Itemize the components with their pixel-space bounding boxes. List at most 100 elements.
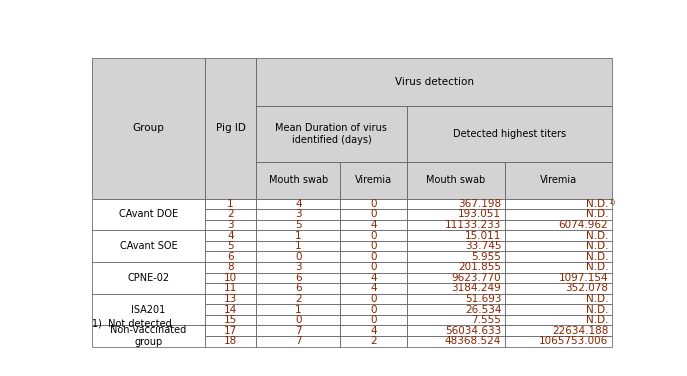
Bar xyxy=(340,304,407,315)
Text: Pig ID: Pig ID xyxy=(216,123,245,133)
Text: Viremia: Viremia xyxy=(540,176,577,185)
Text: 5: 5 xyxy=(227,241,234,251)
Bar xyxy=(505,304,612,315)
Bar xyxy=(407,336,505,347)
Bar xyxy=(505,262,612,273)
Bar xyxy=(205,283,256,294)
Text: 1): 1) xyxy=(609,199,616,205)
Bar xyxy=(205,273,256,283)
Text: 6074.962: 6074.962 xyxy=(559,220,608,230)
Text: N.D.: N.D. xyxy=(586,199,608,209)
Text: 0: 0 xyxy=(370,199,376,209)
Bar xyxy=(340,336,407,347)
Bar xyxy=(407,304,505,315)
Bar xyxy=(340,262,407,273)
Bar xyxy=(256,58,612,106)
Text: 5.955: 5.955 xyxy=(471,252,502,262)
Text: Viremia: Viremia xyxy=(355,176,392,185)
Bar xyxy=(205,325,256,336)
Text: 15.011: 15.011 xyxy=(465,230,502,241)
Text: 201.855: 201.855 xyxy=(458,262,502,272)
Text: 193.051: 193.051 xyxy=(458,209,502,220)
Text: 4: 4 xyxy=(295,199,302,209)
Text: 7: 7 xyxy=(295,326,302,336)
Bar xyxy=(340,209,407,220)
Bar xyxy=(407,241,505,252)
Bar xyxy=(256,315,340,325)
Text: N.D.: N.D. xyxy=(586,294,608,304)
Bar xyxy=(505,209,612,220)
Bar xyxy=(92,199,205,230)
Text: 33.745: 33.745 xyxy=(465,241,502,251)
Text: 17: 17 xyxy=(224,326,237,336)
Text: 0: 0 xyxy=(295,252,302,262)
Text: 0: 0 xyxy=(370,315,376,325)
Text: N.D.: N.D. xyxy=(586,305,608,315)
Bar xyxy=(505,230,612,241)
Text: 1)  Not detected: 1) Not detected xyxy=(92,319,172,329)
Text: 0: 0 xyxy=(370,294,376,304)
Text: N.D.: N.D. xyxy=(586,230,608,241)
Bar xyxy=(505,294,612,304)
Text: 2: 2 xyxy=(295,294,302,304)
Text: CAvant SOE: CAvant SOE xyxy=(120,241,177,251)
Text: 22634.188: 22634.188 xyxy=(552,326,608,336)
Bar xyxy=(256,162,340,199)
Text: 1: 1 xyxy=(295,241,302,251)
Bar xyxy=(505,199,612,209)
Text: 0: 0 xyxy=(370,252,376,262)
Text: 4: 4 xyxy=(227,230,234,241)
Text: N.D.: N.D. xyxy=(586,209,608,220)
Bar xyxy=(205,220,256,230)
Bar xyxy=(205,209,256,220)
Text: 48368.524: 48368.524 xyxy=(445,336,502,346)
Bar xyxy=(92,230,205,262)
Text: 0: 0 xyxy=(370,262,376,272)
Bar xyxy=(340,283,407,294)
Bar xyxy=(205,199,256,209)
Bar xyxy=(505,283,612,294)
Bar xyxy=(340,273,407,283)
Bar xyxy=(505,336,612,347)
Text: 11: 11 xyxy=(224,284,237,293)
Text: N.D.: N.D. xyxy=(586,252,608,262)
Bar xyxy=(407,220,505,230)
Bar xyxy=(407,325,505,336)
Text: 1: 1 xyxy=(227,199,234,209)
Text: Mouth swab: Mouth swab xyxy=(426,176,486,185)
Bar xyxy=(256,283,340,294)
Text: 3: 3 xyxy=(295,262,302,272)
Text: 0: 0 xyxy=(370,230,376,241)
Bar xyxy=(505,162,612,199)
Bar xyxy=(340,294,407,304)
Bar xyxy=(505,252,612,262)
Bar xyxy=(407,199,505,209)
Text: 0: 0 xyxy=(370,209,376,220)
Bar xyxy=(256,230,340,241)
Bar xyxy=(256,199,340,209)
Text: CAvant DOE: CAvant DOE xyxy=(119,209,178,220)
Bar xyxy=(205,241,256,252)
Bar xyxy=(92,58,205,199)
Text: 7: 7 xyxy=(295,336,302,346)
Bar xyxy=(92,325,205,347)
Text: 7.555: 7.555 xyxy=(471,315,502,325)
Bar xyxy=(407,262,505,273)
Text: 4: 4 xyxy=(370,273,376,283)
Text: Non-vaccinated
group: Non-vaccinated group xyxy=(111,325,187,347)
Text: 15: 15 xyxy=(224,315,237,325)
Bar xyxy=(407,294,505,304)
Bar xyxy=(340,241,407,252)
Text: N.D.: N.D. xyxy=(586,262,608,272)
Text: ISA201: ISA201 xyxy=(131,305,166,315)
Text: 56034.633: 56034.633 xyxy=(445,326,502,336)
Text: 4: 4 xyxy=(370,220,376,230)
Text: Virus detection: Virus detection xyxy=(394,77,473,87)
Text: 10: 10 xyxy=(224,273,237,283)
Bar xyxy=(407,273,505,283)
Bar xyxy=(92,294,205,325)
Bar xyxy=(407,283,505,294)
Text: 1065753.006: 1065753.006 xyxy=(539,336,608,346)
Text: 0: 0 xyxy=(295,315,302,325)
Bar xyxy=(256,273,340,283)
